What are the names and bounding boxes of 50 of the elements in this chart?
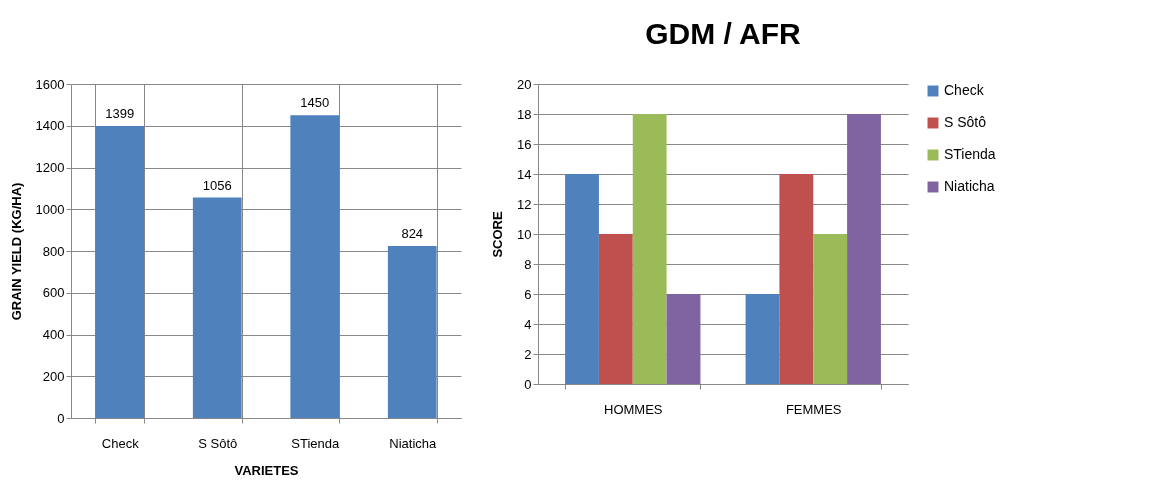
legend-label: Niaticha	[944, 178, 995, 194]
x-tick-label: Check	[101, 435, 140, 451]
y-tick-label: 6	[524, 286, 532, 302]
x-tick-label: STienda	[291, 435, 340, 451]
bar	[745, 294, 780, 384]
y-tick-label: 1600	[35, 76, 65, 92]
bar	[598, 234, 633, 384]
y-tick-label: 10	[517, 226, 532, 242]
x-tick-label: Niaticha	[389, 435, 437, 451]
y-tick-label: 2	[524, 346, 532, 362]
y-tick-label: 800	[42, 243, 65, 259]
y-axis-title: GRAIN YIELD (KG/HA)	[8, 182, 24, 321]
y-tick-label: 1000	[35, 201, 65, 217]
bar	[290, 115, 340, 418]
data-label: 1399	[105, 105, 135, 121]
x-axis-title: VARIETES	[234, 462, 299, 478]
y-tick-label: 600	[42, 285, 65, 301]
y-tick-label: 8	[524, 256, 532, 272]
legend-label: S Sôtô	[944, 114, 987, 130]
y-axis-title: SCORE	[490, 211, 506, 258]
y-tick-label: 12	[517, 196, 532, 212]
bar	[387, 245, 437, 418]
data-label: 824	[401, 225, 424, 241]
x-tick-label: S Sôtô	[198, 435, 238, 451]
y-tick-label: 18	[517, 106, 532, 122]
bar	[847, 114, 881, 384]
y-tick-label: 16	[517, 136, 532, 152]
x-tick-label: HOMMES	[604, 401, 663, 417]
data-label: 1450	[300, 95, 330, 111]
y-tick-label: 1400	[35, 118, 65, 134]
legend-label: Check	[944, 82, 985, 98]
bar	[95, 125, 145, 418]
bar	[666, 294, 701, 384]
chart-title: GDM / AFR	[645, 17, 802, 50]
y-tick-label: 20	[517, 76, 532, 92]
bar	[779, 174, 814, 384]
x-tick-label: FEMMES	[785, 401, 842, 417]
y-tick-label: 0	[524, 376, 532, 392]
y-tick-label: 4	[524, 316, 532, 332]
bar	[192, 197, 242, 418]
bar	[813, 234, 848, 384]
legend-label: STienda	[944, 146, 996, 162]
y-tick-label: 400	[42, 327, 65, 342]
data-label: 1056	[202, 177, 232, 193]
bar	[565, 174, 599, 384]
y-tick-label: 1200	[35, 160, 65, 175]
y-tick-label: 14	[517, 166, 532, 182]
y-tick-label: 200	[42, 368, 65, 384]
bar	[632, 114, 667, 384]
y-tick-label: 0	[57, 410, 65, 426]
